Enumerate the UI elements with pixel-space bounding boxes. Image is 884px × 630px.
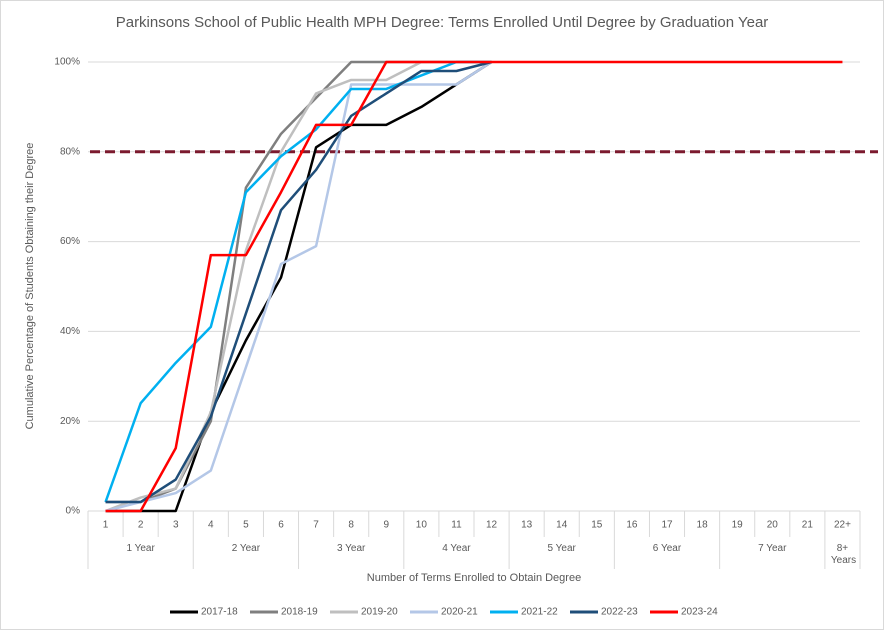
x-tick-label: 9 [383, 520, 389, 531]
legend-label: 2017-18 [201, 607, 238, 618]
x-group-label: 3 Year [336, 543, 366, 554]
y-tick-label: 80% [60, 146, 80, 157]
series-line [104, 60, 492, 503]
x-tick-label: 1 [103, 520, 109, 531]
x-tick-label: 17 [661, 520, 673, 531]
x-tick-label: 19 [732, 520, 744, 531]
y-tick-label: 60% [60, 236, 80, 247]
x-tick-label: 16 [626, 520, 638, 531]
x-group-label: 2 Year [231, 543, 261, 554]
x-group-label: 7 Year [758, 543, 787, 554]
series-line [105, 60, 492, 504]
legend-label: 2019-20 [361, 607, 398, 618]
y-tick-label: 40% [60, 326, 80, 337]
x-tick-label: 12 [486, 520, 498, 531]
x-tick-label: 22+ [834, 520, 851, 531]
series-line [105, 60, 843, 513]
x-group-label: 5 Year [547, 543, 576, 554]
legend-label: 2022-23 [601, 607, 638, 618]
x-tick-label: 11 [451, 520, 462, 531]
y-axis-label: Cumulative Percentage of Students Obtain… [24, 142, 36, 430]
x-tick-label: 6 [278, 520, 284, 531]
chart-title: Parkinsons School of Public Health MPH D… [115, 14, 769, 31]
series-line [105, 60, 493, 513]
x-group-label: 6 Year [652, 543, 682, 554]
y-tick-label: 20% [60, 416, 80, 427]
x-tick-label: 18 [697, 520, 709, 531]
x-group-label: 8+ Years [830, 543, 857, 566]
x-tick-label: 21 [802, 520, 814, 531]
x-tick-label: 13 [521, 520, 533, 531]
x-tick-label: 7 [313, 520, 319, 531]
x-group-label: 1 Year [126, 543, 155, 554]
legend: 2017-18 2018-19 2019-20 2020-21 2021-22 2022-… [170, 607, 718, 618]
legend-label: 2018-19 [281, 607, 318, 618]
x-tick-label: 4 [208, 520, 214, 531]
x-tick-label: 3 [173, 520, 179, 531]
x-tick-label: 8 [348, 520, 354, 531]
x-tick-label: 20 [767, 520, 779, 531]
y-tick-label: 0% [66, 506, 81, 517]
legend-label: 2021-22 [521, 607, 558, 618]
legend-label: 2023-24 [681, 607, 718, 618]
y-tick-label: 100% [54, 57, 80, 68]
x-tick-label: 5 [243, 520, 249, 531]
x-axis-label: Number of Terms Enrolled to Obtain Degre… [366, 572, 582, 584]
legend-label: 2020-21 [441, 607, 478, 618]
series-line [105, 60, 492, 504]
series-line [105, 60, 492, 513]
x-tick-label: 10 [416, 520, 428, 531]
x-tick-label: 2 [138, 520, 144, 531]
x-tick-label: 14 [556, 520, 568, 531]
series-line [105, 60, 493, 513]
x-tick-label: 15 [591, 520, 603, 531]
x-group-label: 4 Year [442, 543, 471, 554]
